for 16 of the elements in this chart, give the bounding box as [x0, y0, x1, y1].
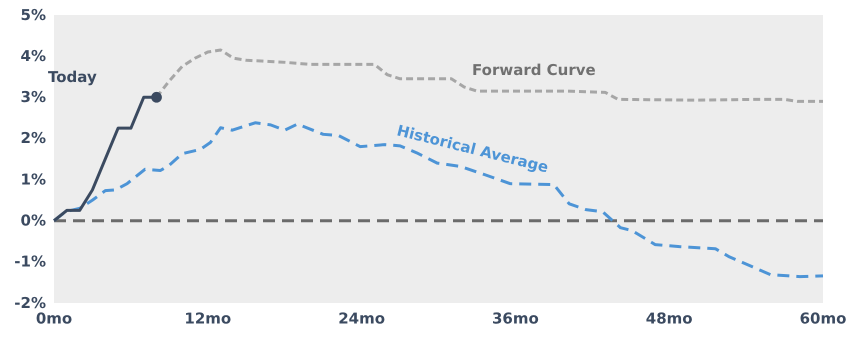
y-tick-label: 1% [20, 170, 46, 188]
x-tick-label: 48mo [646, 310, 693, 328]
y-tick-label: 2% [20, 129, 46, 148]
x-tick-label: 24mo [338, 310, 386, 328]
y-tick-label: 3% [20, 88, 46, 106]
y-tick-label: -1% [14, 252, 46, 271]
annotation: Forward Curve [472, 61, 596, 79]
y-tick-label: 5% [20, 6, 46, 24]
annotation: Today [48, 68, 97, 86]
y-tick-label: 0% [20, 212, 46, 230]
x-tick-label: 36mo [492, 310, 539, 328]
x-tick-label: 12mo [184, 310, 232, 328]
y-tick-label: 4% [20, 46, 46, 65]
x-tick-label: 60mo [800, 310, 846, 328]
y-tick-label: -2% [14, 294, 46, 312]
x-tick-label: 0mo [36, 310, 72, 328]
